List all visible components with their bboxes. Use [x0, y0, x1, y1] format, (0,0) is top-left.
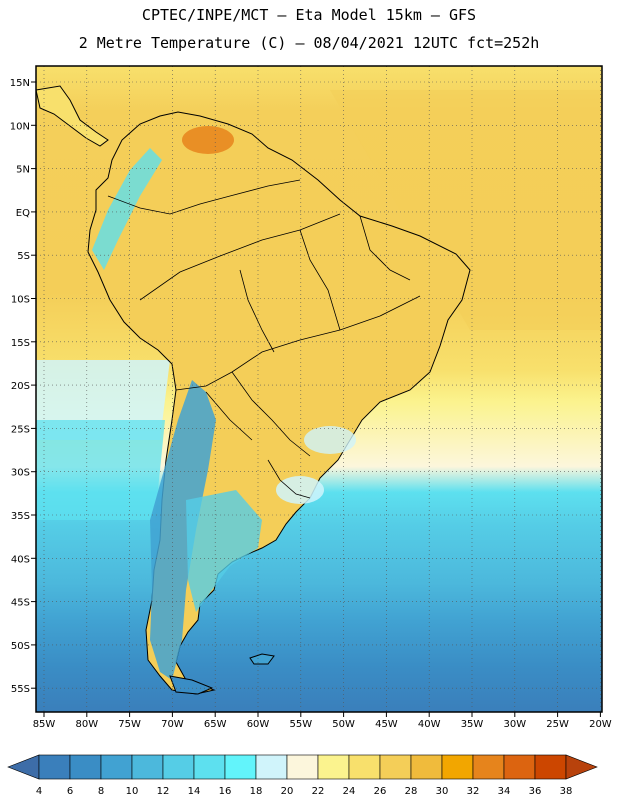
colorbar-bin: [193, 754, 226, 780]
colorbar-bin: [224, 754, 257, 780]
title-line-2: 2 Metre Temperature (C) – 08/04/2021 12U…: [78, 34, 540, 52]
cold-coastal-band: [36, 420, 165, 520]
colorbar-label: 32: [467, 786, 480, 797]
cool-spot-southern-brazil: [304, 426, 356, 454]
colorbar-label: 4: [36, 786, 42, 797]
lon-tick-label: 65W: [204, 719, 227, 730]
colorbar-bin: [286, 754, 319, 780]
colorbar-label: 16: [219, 786, 232, 797]
lat-tick-label: EQ: [16, 208, 30, 219]
colorbar-label: 8: [98, 786, 104, 797]
lon-tick-label: 55W: [289, 719, 312, 730]
lat-tick-label: 35S: [11, 511, 30, 522]
lat-tick-label: 45S: [11, 598, 30, 609]
cool-spot-uruguay: [276, 476, 324, 504]
colorbar-bin: [348, 754, 381, 780]
latitude-axis: 15N 10N 5N EQ 5S 10S 15S 20S 25S 30S 35S 40S 45S 50S 5…: [10, 78, 36, 695]
lat-tick-label: 5S: [17, 251, 30, 262]
colorbar-bin: [503, 754, 536, 780]
colorbar-bin: [317, 754, 350, 780]
lat-tick-label: 55S: [11, 684, 30, 695]
colorbar-label: 26: [374, 786, 387, 797]
colorbar-label: 24: [343, 786, 356, 797]
colorbar-bin: [38, 754, 71, 780]
warm-atlantic-band: [330, 90, 602, 330]
colorbar-label: 38: [560, 786, 573, 797]
colorbar-label: 20: [281, 786, 294, 797]
patagonia-cool-zone: [186, 490, 262, 612]
lon-tick-label: 40W: [418, 719, 441, 730]
tierra-del-fuego: [169, 675, 214, 695]
colorbar-bin: [162, 754, 195, 780]
lon-tick-label: 30W: [503, 719, 526, 730]
lon-tick-label: 20W: [589, 719, 612, 730]
longitude-axis: 85W 80W 75W 70W 65W 60W 55W 50W 45W 40W 35W 30W 25W 2…: [33, 712, 612, 730]
lat-tick-label: 40S: [11, 554, 30, 565]
colorbar-bin: [472, 754, 505, 780]
lon-tick-label: 80W: [75, 719, 98, 730]
colorbar-bin: [410, 754, 443, 780]
falkland-islands: [249, 653, 275, 665]
colorbar-label: 6: [67, 786, 73, 797]
colorbar-label: 36: [529, 786, 542, 797]
country-borders: [107, 179, 421, 499]
map-frame: [35, 65, 603, 713]
colorbar-low-arrow: [7, 754, 40, 780]
colorbar-bin: [255, 754, 288, 780]
title-line-1: CPTEC/INPE/MCT – Eta Model 15km – GFS: [141, 6, 477, 24]
temperature-map: 15N 10N 5N EQ 5S 10S 15S 20S 25S 30S 35S 40S 45S 50S 5…: [10, 65, 612, 730]
lat-tick-label: 30S: [11, 468, 30, 479]
lat-tick-label: 5N: [16, 165, 30, 176]
colorbar-label: 34: [498, 786, 511, 797]
colorbar-bin: [379, 754, 412, 780]
lat-tick-label: 15S: [11, 338, 30, 349]
colorbar-label: 30: [436, 786, 449, 797]
lon-tick-label: 70W: [161, 719, 184, 730]
colorbar-label: 28: [405, 786, 418, 797]
hot-spot-venezuela: [182, 126, 234, 154]
colorbar-label: 12: [157, 786, 170, 797]
northern-andes-cool: [92, 148, 162, 270]
lat-tick-label: 10N: [10, 121, 30, 132]
lat-tick-label: 25S: [11, 424, 30, 435]
lon-tick-label: 60W: [247, 719, 270, 730]
colorbar-label: 22: [312, 786, 325, 797]
colorbar-bin: [441, 754, 474, 780]
andes-cold-zone: [150, 380, 216, 680]
colorbar-high-arrow: [565, 754, 598, 780]
colorbar-label: 10: [126, 786, 139, 797]
central-america-land: [36, 85, 109, 147]
lon-tick-label: 75W: [118, 719, 141, 730]
lon-tick-label: 85W: [33, 719, 56, 730]
colorbar-bin: [100, 754, 133, 780]
lon-tick-label: 45W: [375, 719, 398, 730]
lon-tick-label: 35W: [461, 719, 484, 730]
lat-tick-label: 20S: [11, 381, 30, 392]
lat-tick-label: 15N: [10, 78, 30, 89]
lon-tick-label: 50W: [332, 719, 355, 730]
lat-tick-label: 50S: [11, 641, 30, 652]
colorbar-bin: [534, 754, 567, 780]
colorbar: 4 6 8 10 12 14 16 18 20 22 24 26 28 30 32 34 36 38: [7, 754, 598, 797]
lat-tick-label: 10S: [11, 295, 30, 306]
colorbar-bin: [69, 754, 102, 780]
colorbar-bin: [131, 754, 164, 780]
colorbar-label: 18: [250, 786, 263, 797]
colorbar-label: 14: [188, 786, 201, 797]
lon-tick-label: 25W: [546, 719, 569, 730]
